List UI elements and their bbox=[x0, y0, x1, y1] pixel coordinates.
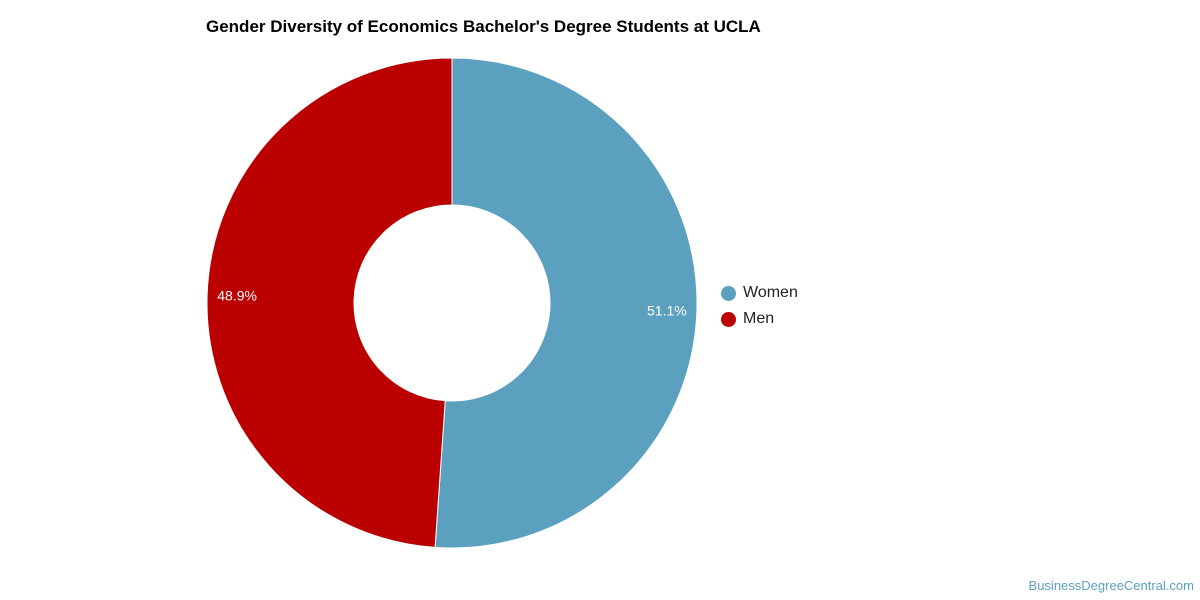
legend-item-men[interactable]: Men bbox=[721, 306, 798, 332]
donut-slices bbox=[206, 57, 698, 549]
chart-legend: Women Men bbox=[721, 280, 798, 332]
watermark[interactable]: BusinessDegreeCentral.com bbox=[1028, 578, 1194, 593]
legend-label-men: Men bbox=[743, 310, 775, 327]
legend-label-women: Women bbox=[743, 284, 798, 301]
legend-item-women[interactable]: Women bbox=[721, 280, 798, 306]
slice-men[interactable] bbox=[206, 57, 453, 548]
chart-title: Gender Diversity of Economics Bachelor's… bbox=[206, 17, 761, 36]
legend-swatch-women bbox=[721, 285, 736, 301]
slice-women[interactable] bbox=[434, 57, 698, 549]
slice-label-men: 48.9% bbox=[217, 288, 257, 304]
donut-slice-labels: 51.1% 48.9% bbox=[217, 288, 686, 319]
slice-label-women: 51.1% bbox=[647, 302, 687, 318]
legend-swatch-men bbox=[721, 311, 736, 327]
